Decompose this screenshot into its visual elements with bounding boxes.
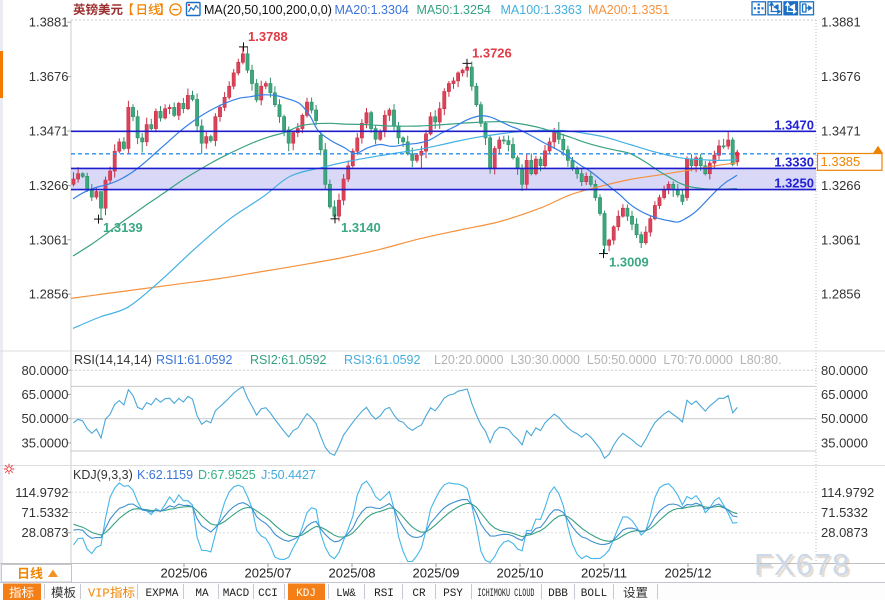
svg-text:28.0873: 28.0873 xyxy=(821,525,868,540)
svg-text:RSI2:61.0592: RSI2:61.0592 xyxy=(250,353,326,367)
svg-text:MA: MA xyxy=(195,588,209,600)
svg-text:71.5332: 71.5332 xyxy=(821,505,868,520)
svg-text:FX678: FX678 xyxy=(756,549,852,584)
svg-text:65.0000: 65.0000 xyxy=(821,387,868,402)
svg-text:1.3881: 1.3881 xyxy=(29,15,69,30)
svg-text:RSI(14,14,14): RSI(14,14,14) xyxy=(74,353,152,367)
svg-text:KDJ(9,3,3): KDJ(9,3,3) xyxy=(73,468,133,482)
svg-text:ICHIMOKU CLOUD: ICHIMOKU CLOUD xyxy=(478,588,535,600)
svg-text:KDJ: KDJ xyxy=(296,588,316,600)
svg-text:2025/10: 2025/10 xyxy=(497,566,544,581)
svg-text:MA20:1.3304: MA20:1.3304 xyxy=(335,3,409,17)
svg-text:80.0000: 80.0000 xyxy=(22,363,69,378)
svg-text:RSI: RSI xyxy=(374,588,394,600)
svg-text:1.3250: 1.3250 xyxy=(774,176,814,191)
svg-text:2025/11: 2025/11 xyxy=(581,566,627,581)
svg-text:2025/07: 2025/07 xyxy=(245,566,292,581)
svg-text:1.3009: 1.3009 xyxy=(609,255,649,270)
svg-text:PSY: PSY xyxy=(443,588,463,600)
svg-text:MA50:1.3254: MA50:1.3254 xyxy=(417,3,491,17)
svg-text:L20:20.0000 L30:30.0000 L50:: L20:20.0000 L30:30.0000 L50:50.0000 L70:… xyxy=(434,353,782,367)
svg-text:1.3881: 1.3881 xyxy=(821,15,861,30)
svg-text:114.9792: 114.9792 xyxy=(15,485,68,500)
svg-text:50.0000: 50.0000 xyxy=(821,411,868,426)
svg-text:1.3061: 1.3061 xyxy=(29,232,69,247)
svg-text:2025/12: 2025/12 xyxy=(665,566,712,581)
svg-text:35.0000: 35.0000 xyxy=(22,435,69,450)
svg-text:71.5332: 71.5332 xyxy=(22,505,69,520)
svg-text:35.0000: 35.0000 xyxy=(821,435,868,450)
svg-text:1.3061: 1.3061 xyxy=(821,232,861,247)
svg-text:MACD: MACD xyxy=(223,588,250,600)
svg-text:1.3676: 1.3676 xyxy=(821,69,861,84)
svg-text:114.9792: 114.9792 xyxy=(821,485,874,500)
svg-text:1.3140: 1.3140 xyxy=(341,220,381,235)
svg-text:1.3385: 1.3385 xyxy=(821,154,861,169)
svg-text:1.3330: 1.3330 xyxy=(774,154,814,169)
svg-text:2025/08: 2025/08 xyxy=(329,566,376,581)
svg-text:1.3726: 1.3726 xyxy=(472,45,512,60)
svg-text:1.3471: 1.3471 xyxy=(29,124,69,139)
svg-text:CCI: CCI xyxy=(258,588,278,600)
svg-text:EXPMA: EXPMA xyxy=(145,588,178,600)
svg-text:MA(20,50,100,200,0,0): MA(20,50,100,200,0,0) xyxy=(204,3,332,17)
svg-text:MA200:1.3351: MA200:1.3351 xyxy=(588,3,669,17)
svg-text:1.2856: 1.2856 xyxy=(821,287,861,302)
svg-text:1.3139: 1.3139 xyxy=(103,220,143,235)
svg-text:CR: CR xyxy=(412,588,426,600)
svg-text:J:50.4427: J:50.4427 xyxy=(261,468,316,482)
svg-text:BOLL: BOLL xyxy=(581,588,607,600)
svg-text:MA100:1.3363: MA100:1.3363 xyxy=(501,3,582,17)
svg-text:RSI3:61.0592: RSI3:61.0592 xyxy=(344,353,420,367)
svg-text:K:62.1159: K:62.1159 xyxy=(137,468,193,482)
svg-text:DBB: DBB xyxy=(548,588,568,600)
svg-text:VIP: VIP xyxy=(88,587,110,600)
svg-text:1.2856: 1.2856 xyxy=(29,287,69,302)
svg-text:D:67.9525: D:67.9525 xyxy=(198,468,256,482)
svg-text:1.3266: 1.3266 xyxy=(821,178,861,193)
svg-text:2025/06: 2025/06 xyxy=(161,566,208,581)
svg-text:1.3266: 1.3266 xyxy=(29,178,69,193)
svg-text:1.3470: 1.3470 xyxy=(774,117,814,132)
svg-text:LW&: LW& xyxy=(336,588,356,600)
svg-text:80.0000: 80.0000 xyxy=(821,363,868,378)
svg-text:1.3788: 1.3788 xyxy=(248,29,288,44)
svg-text:50.0000: 50.0000 xyxy=(22,411,69,426)
svg-text:1.3471: 1.3471 xyxy=(821,124,861,139)
svg-text:RSI1:61.0592: RSI1:61.0592 xyxy=(156,353,232,367)
svg-text:2025/09: 2025/09 xyxy=(413,566,460,581)
svg-text:28.0873: 28.0873 xyxy=(22,525,69,540)
svg-text:65.0000: 65.0000 xyxy=(22,387,69,402)
svg-text:1.3676: 1.3676 xyxy=(29,69,69,84)
svg-text:FX678: FX678 xyxy=(754,547,850,582)
